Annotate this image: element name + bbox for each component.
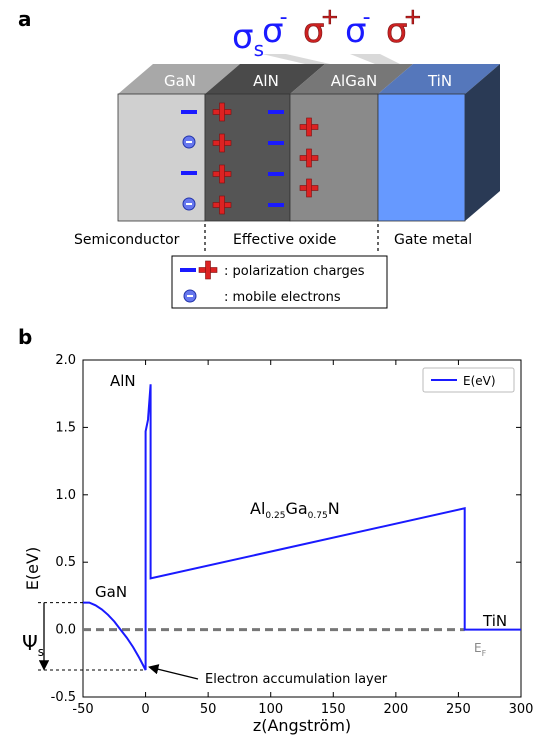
aln-annotation: AlN (110, 372, 136, 390)
legend-polarization-text: : polarization charges (224, 264, 365, 279)
y-tick-label: 1.5 (55, 420, 76, 435)
x-tick-label: -50 (72, 702, 93, 717)
sigma-beam-1 (262, 54, 330, 64)
plus-charge (212, 102, 232, 122)
aln-top-face (205, 64, 325, 94)
y-tick-label: 0.5 (55, 555, 76, 570)
legend-minus-charge (180, 268, 196, 272)
region-oxide-label: Effective oxide (233, 232, 336, 248)
gan-charges (181, 110, 197, 211)
x-tick-label: 200 (383, 702, 408, 717)
layer-gan-label: GaN (164, 72, 196, 90)
x-tick-label: 100 (258, 702, 283, 717)
minus-charge (181, 171, 197, 175)
layer-tin-label: TiN (427, 72, 452, 90)
algan-charges (299, 117, 319, 198)
panel-a-legend: : polarization charges : mobile electron… (171, 255, 388, 309)
mobile-electron-icon (182, 197, 196, 211)
electron-accumulation-annotation: Electron accumulation layer (205, 672, 388, 687)
layer-aln-label: AlN (253, 72, 279, 90)
y-tick-label: 1.0 (55, 488, 76, 503)
psi-s-annotation: Ψs (22, 631, 44, 659)
energy-chart: -50 0 50 100 150 200 250 300 -0.5 0.0 0.5 1.0 1.5 2.0… (23, 353, 533, 735)
tin-annotation: TiN (482, 612, 507, 630)
sigma-labels: σs σ- σ+ σ- σ+ (232, 5, 422, 61)
layer-algan-label: AlGaN (331, 72, 377, 90)
y-tick-label: -0.5 (51, 690, 76, 705)
sigma-1-minus-label: σ- (345, 5, 371, 51)
plus-charge (212, 164, 232, 184)
plus-charge (212, 133, 232, 153)
sigma-2-plus-label: σ+ (386, 5, 422, 51)
algan-composition-annotation: Al0.25Ga0.75N (250, 499, 340, 521)
sigma-beam-2 (350, 54, 400, 64)
chart-legend-box (422, 367, 515, 393)
y-axis-label: E(eV) (23, 547, 42, 590)
chart-legend-label: E(eV) (463, 374, 496, 388)
tin-top-face (378, 64, 500, 94)
minus-charge (181, 110, 197, 114)
plus-charge (299, 178, 319, 198)
minus-charge (268, 141, 284, 145)
x-axis-label: z(Angström) (253, 716, 351, 735)
algan-top-face (290, 64, 413, 94)
x-tick-label: 250 (446, 702, 471, 717)
legend-mobile-text: : mobile electrons (224, 290, 341, 305)
tin-side-face (465, 64, 500, 221)
x-tick-label: 50 (200, 702, 217, 717)
minus-charge (268, 110, 284, 114)
plot-frame (82, 359, 522, 698)
panel-a-label: a (18, 7, 32, 31)
panel-b-label: b (18, 325, 32, 349)
gan-annotation: GaN (95, 583, 127, 601)
legend-mobile-electron-icon (183, 289, 197, 303)
plus-charge (212, 195, 232, 215)
sigma-s-label: σs (232, 17, 264, 61)
accumulation-arrow (148, 664, 199, 680)
minus-charge (268, 172, 284, 176)
sigma-1-plus-label: σ+ (303, 5, 339, 51)
tin-front-face (377, 93, 466, 222)
x-tick-label: 300 (509, 702, 534, 717)
y-tick-label: 0.0 (55, 623, 76, 638)
sigma-0-label: σ- (262, 5, 288, 51)
ef-annotation: EF (474, 641, 487, 658)
gan-top-face (118, 64, 240, 94)
x-tick-label: 0 (141, 702, 149, 717)
mobile-electron-icon (182, 135, 196, 149)
plus-charge (299, 148, 319, 168)
region-semiconductor-label: Semiconductor (74, 232, 180, 248)
plus-charge (299, 117, 319, 137)
aln-front-face (204, 93, 291, 222)
y-tick-label: 2.0 (55, 353, 76, 368)
legend-plus-charge (198, 260, 218, 280)
series-line-energy (83, 384, 521, 671)
aln-charges (212, 102, 284, 215)
x-tick-label: 150 (321, 702, 346, 717)
minus-charge (268, 203, 284, 207)
region-gate-metal-label: Gate metal (394, 232, 472, 248)
